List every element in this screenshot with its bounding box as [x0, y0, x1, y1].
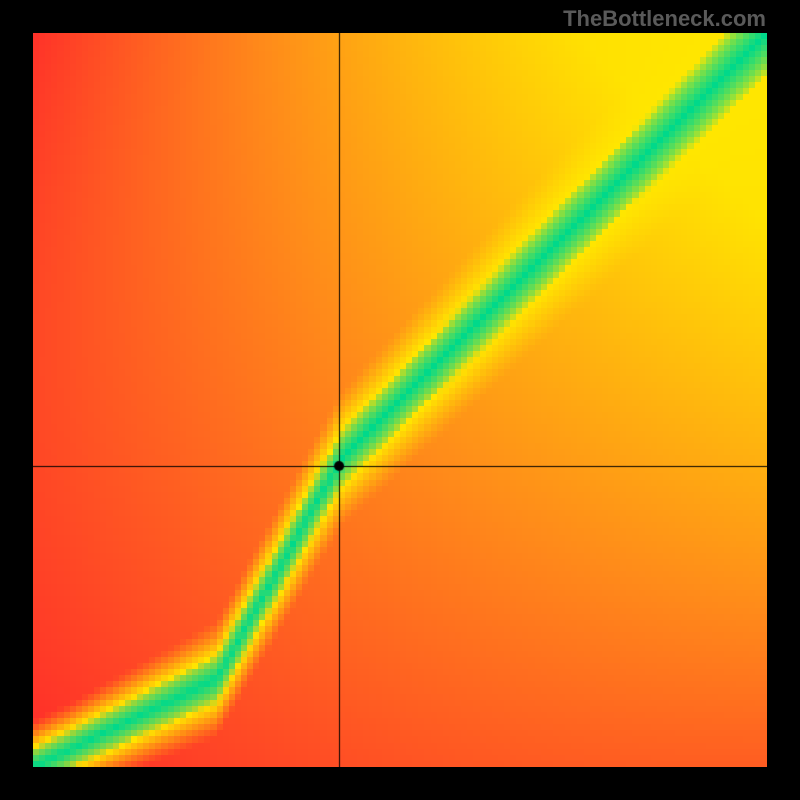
- chart-container: TheBottleneck.com: [0, 0, 800, 800]
- crosshair-overlay: [33, 33, 767, 767]
- watermark-text: TheBottleneck.com: [563, 6, 766, 32]
